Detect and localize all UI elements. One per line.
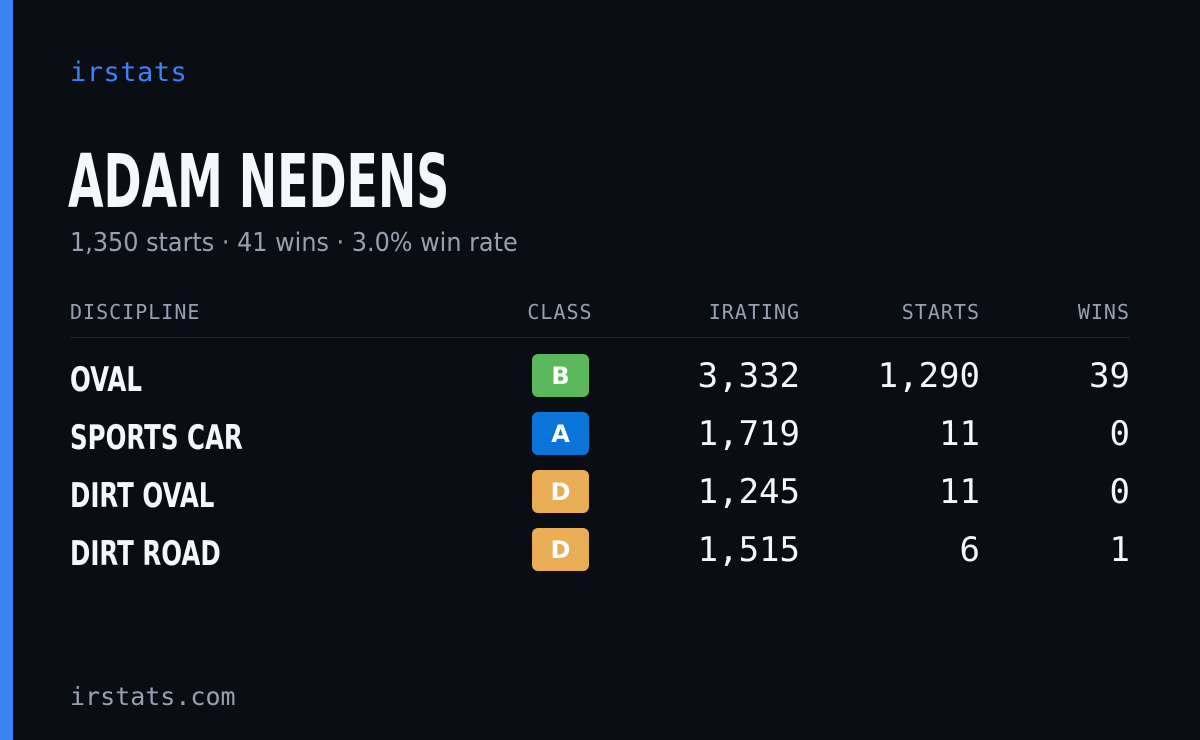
starts-value: 11 (939, 472, 980, 512)
irating-value: 1,245 (697, 472, 800, 512)
class-badge: A (532, 412, 589, 455)
accent-bar (0, 0, 13, 740)
header-discipline: DISCIPLINE (70, 300, 201, 324)
footer-url: irstats.com (70, 682, 236, 711)
header-wins: WINS (1077, 300, 1130, 324)
wins-value: 1 (1109, 530, 1130, 570)
starts-value: 6 (959, 530, 980, 570)
irating-value: 1,515 (697, 530, 800, 570)
discipline-label: SPORTS CAR (70, 418, 243, 458)
discipline-label: OVAL (70, 360, 142, 400)
class-badge: D (532, 528, 589, 571)
wins-value: 0 (1109, 472, 1130, 512)
driver-summary: 1,350 starts · 41 wins · 3.0% win rate (70, 228, 518, 258)
irating-value: 1,719 (697, 414, 800, 454)
header-irating: IRATING (708, 300, 800, 324)
driver-name: ADAM NEDENS (68, 139, 450, 225)
discipline-label: DIRT ROAD (70, 534, 221, 574)
starts-value: 1,290 (877, 356, 980, 396)
class-badge: B (532, 354, 589, 397)
table-row: OVAL B 3,332 1,290 39 (0, 354, 1200, 412)
discipline-label: DIRT OVAL (70, 476, 215, 516)
header-starts: STARTS (901, 300, 980, 324)
class-badge: D (532, 470, 589, 513)
wins-value: 39 (1089, 356, 1130, 396)
starts-value: 11 (939, 414, 980, 454)
table-row: DIRT OVAL D 1,245 11 0 (0, 470, 1200, 528)
table-row: DIRT ROAD D 1,515 6 1 (0, 528, 1200, 586)
table-row: SPORTS CAR A 1,719 11 0 (0, 412, 1200, 470)
header-divider (70, 337, 1130, 338)
wins-value: 0 (1109, 414, 1130, 454)
brand-logo-text: irstats (70, 57, 188, 88)
header-class: CLASS (527, 300, 593, 324)
irating-value: 3,332 (697, 356, 800, 396)
